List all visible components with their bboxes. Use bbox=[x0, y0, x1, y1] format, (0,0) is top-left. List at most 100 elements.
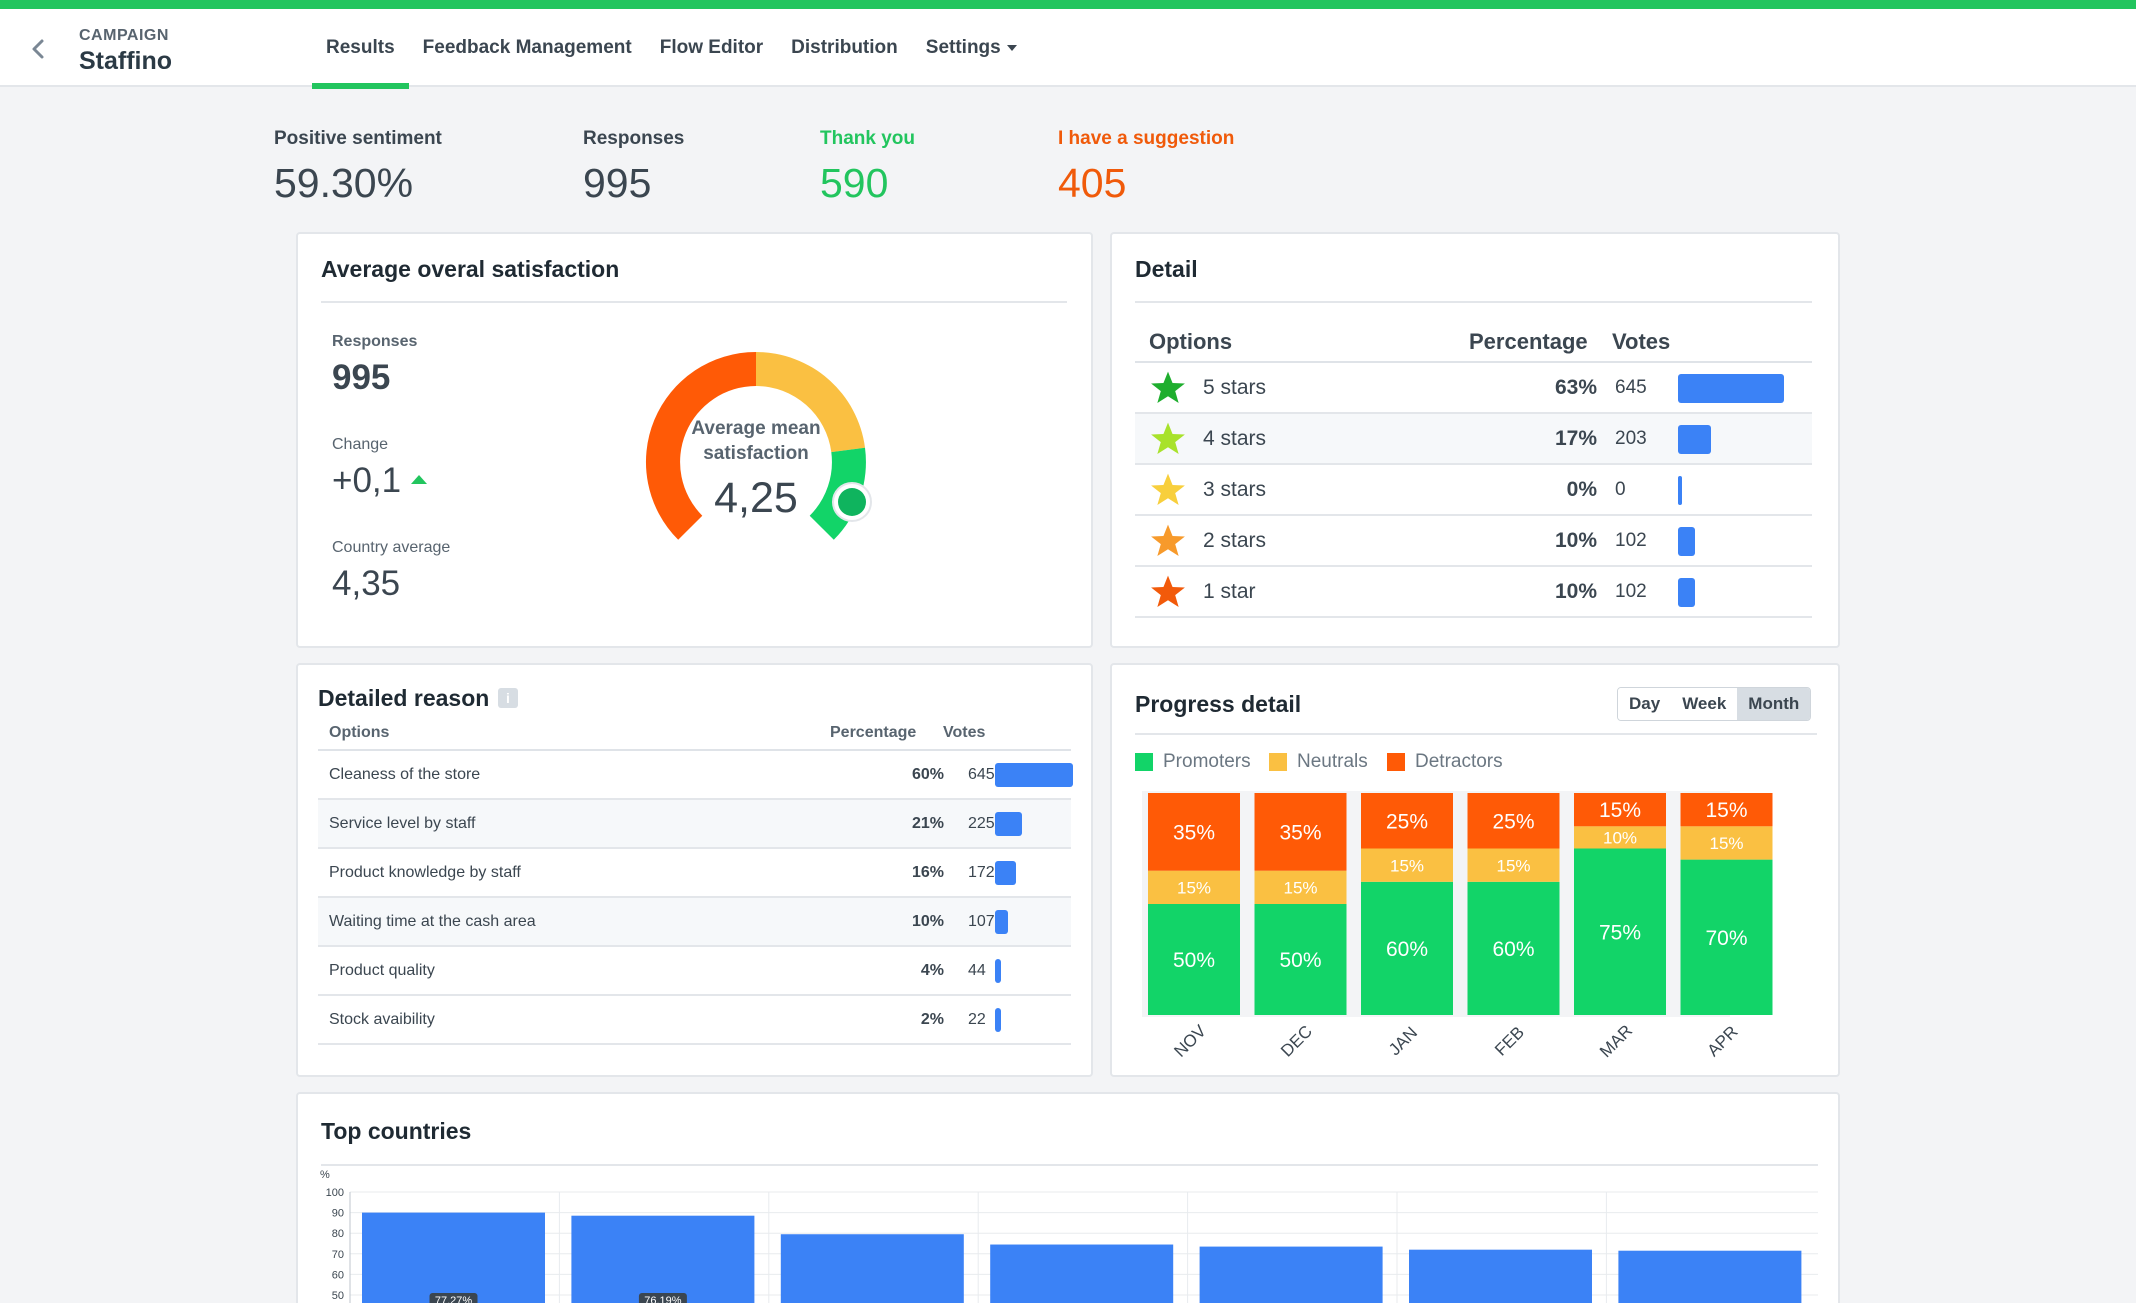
info-icon[interactable]: i bbox=[498, 688, 518, 708]
legend-label: Detractors bbox=[1415, 751, 1503, 772]
campaign-label: CAMPAIGN bbox=[79, 27, 169, 44]
bar-segment-neutrals bbox=[1361, 848, 1453, 882]
chevron-left-icon[interactable] bbox=[28, 37, 48, 61]
data-label-badge bbox=[638, 1293, 687, 1303]
app-header: CAMPAIGN Staffino Results Feedback Manag… bbox=[0, 9, 2136, 89]
star-icon bbox=[1149, 516, 1187, 565]
tick-label: 70 bbox=[332, 1249, 344, 1261]
tab-results-label: Results bbox=[326, 37, 395, 58]
bar-segment-neutrals bbox=[1680, 826, 1773, 860]
country-average-value: 4,35 bbox=[332, 564, 401, 603]
option-label: 5 stars bbox=[1203, 375, 1267, 399]
progress-card: Progress detail Day Week Month Promoters… bbox=[1110, 663, 1840, 1077]
table-row: 2 stars 10% 102 bbox=[1135, 516, 1812, 567]
bar-segment-neutrals bbox=[1467, 848, 1560, 882]
gauge-label-line-1: Average mean bbox=[691, 418, 820, 439]
bar-segment-detractors bbox=[1148, 793, 1240, 871]
kpi-responses: Responses 995 bbox=[583, 128, 684, 207]
option-label: 4 stars bbox=[1203, 426, 1267, 450]
progress-stacked-chart: 50% 15% 35% NOV 50% 15% 35% DEC 60% 15% 25% JAN 60% 1… bbox=[1142, 791, 1773, 1061]
percentage-value: 60% bbox=[911, 765, 944, 783]
top-countries-chart: % 50 60 70 80 90 100 77.27% 76.19% bbox=[320, 1169, 1818, 1303]
votes-bar bbox=[1678, 527, 1695, 556]
votes-bar bbox=[995, 812, 1022, 836]
bar-segment-neutrals bbox=[1148, 870, 1240, 904]
table-row: 3 stars 0% 0 bbox=[1135, 465, 1812, 516]
option-label: Product knowledge by staff bbox=[329, 863, 521, 881]
votes-bar bbox=[1678, 374, 1784, 403]
votes-value: 203 bbox=[1615, 427, 1647, 449]
tick-label: NOV bbox=[1170, 1021, 1210, 1061]
tab-settings-label: Settings bbox=[925, 37, 1001, 58]
option-label: Waiting time at the cash area bbox=[329, 912, 536, 930]
bar-segment-promoters bbox=[1467, 881, 1560, 1015]
tick-label: MAR bbox=[1596, 1021, 1636, 1061]
period-day-button[interactable]: Day bbox=[1618, 688, 1672, 720]
gauge-segment-mid bbox=[756, 352, 865, 453]
satisfaction-gauge: Average mean satisfaction 4,25 bbox=[645, 352, 872, 540]
tab-feedback-management[interactable]: Feedback Management bbox=[409, 9, 646, 87]
kpi-positive-sentiment: Positive sentiment 59.30% bbox=[274, 128, 442, 207]
table-row: Service level by staff 21% 225 bbox=[318, 800, 1071, 849]
tab-settings[interactable]: Settings bbox=[912, 9, 1031, 87]
tab-feedback-management-label: Feedback Management bbox=[422, 37, 632, 58]
detail-card: Detail Options Percentage Votes 5 stars … bbox=[1110, 232, 1840, 648]
votes-bar bbox=[995, 959, 1001, 983]
votes-bar bbox=[1678, 578, 1695, 607]
caret-down-icon bbox=[1006, 45, 1017, 51]
bar-segment-detractors bbox=[1254, 793, 1347, 871]
column-header-percentage: Percentage bbox=[1469, 329, 1588, 354]
country-bar bbox=[780, 1234, 964, 1303]
legend-swatch bbox=[1387, 753, 1405, 771]
period-switch: Day Week Month bbox=[1617, 687, 1812, 721]
table-row: Cleaness of the store 60% 645 bbox=[318, 751, 1073, 800]
kpi-label: Thank you bbox=[820, 128, 916, 149]
legend-label: Promoters bbox=[1163, 751, 1251, 772]
bar-segment-detractors bbox=[1574, 793, 1666, 827]
legend-label: Neutrals bbox=[1297, 751, 1368, 772]
tab-distribution-label: Distribution bbox=[791, 37, 898, 58]
legend-swatch bbox=[1269, 753, 1287, 771]
data-label: 15% bbox=[1599, 799, 1641, 822]
kpi-value: 590 bbox=[820, 160, 889, 206]
card-title: Progress detail bbox=[1135, 691, 1302, 717]
campaign-name: Staffino bbox=[79, 47, 173, 75]
bar-segment-promoters bbox=[1254, 904, 1347, 1015]
tick-label: 100 bbox=[326, 1187, 344, 1199]
votes-value: 645 bbox=[1615, 376, 1647, 398]
table-row: Product knowledge by staff 16% 172 bbox=[318, 849, 1071, 898]
votes-bar bbox=[1678, 425, 1711, 454]
percentage-value: 63% bbox=[1554, 375, 1597, 399]
tick-label: 50 bbox=[332, 1290, 344, 1302]
tab-flow-editor[interactable]: Flow Editor bbox=[646, 9, 777, 87]
legend-promoters: Promoters bbox=[1135, 751, 1251, 773]
votes-value: 645 bbox=[968, 765, 995, 783]
option-label: 3 stars bbox=[1203, 477, 1267, 501]
table-row: 4 stars 17% 203 bbox=[1135, 414, 1812, 465]
tab-results[interactable]: Results bbox=[312, 9, 409, 89]
legend-neutrals: Neutrals bbox=[1269, 751, 1368, 773]
country-bar bbox=[362, 1212, 545, 1303]
country-average-label: Country average bbox=[332, 539, 451, 556]
bar-segment-promoters bbox=[1680, 859, 1773, 1015]
country-bar bbox=[571, 1215, 755, 1303]
gauge-marker-dot bbox=[838, 488, 866, 516]
tab-distribution[interactable]: Distribution bbox=[777, 9, 912, 87]
percentage-value: 10% bbox=[1554, 579, 1597, 603]
tick-label: 90 bbox=[332, 1208, 344, 1220]
gauge-segment-low bbox=[645, 352, 756, 540]
votes-value: 225 bbox=[968, 814, 995, 832]
table-row: Stock avaibility 2% 22 bbox=[318, 996, 1071, 1045]
bar-segment-neutrals bbox=[1574, 826, 1666, 849]
legend-swatch bbox=[1135, 753, 1153, 771]
tick-label: 60 bbox=[332, 1269, 344, 1281]
reason-card: Detailed reason i Options Percentage Vot… bbox=[296, 663, 1093, 1077]
header-divider bbox=[318, 749, 1071, 751]
data-label: 70% bbox=[1705, 927, 1747, 950]
votes-value: 44 bbox=[968, 961, 986, 979]
gauge-value: 4,25 bbox=[714, 474, 798, 522]
period-week-button[interactable]: Week bbox=[1671, 688, 1738, 720]
period-month-button[interactable]: Month bbox=[1737, 688, 1811, 720]
kpi-label: I have a suggestion bbox=[1058, 128, 1235, 149]
kpi-label: Responses bbox=[583, 128, 685, 149]
